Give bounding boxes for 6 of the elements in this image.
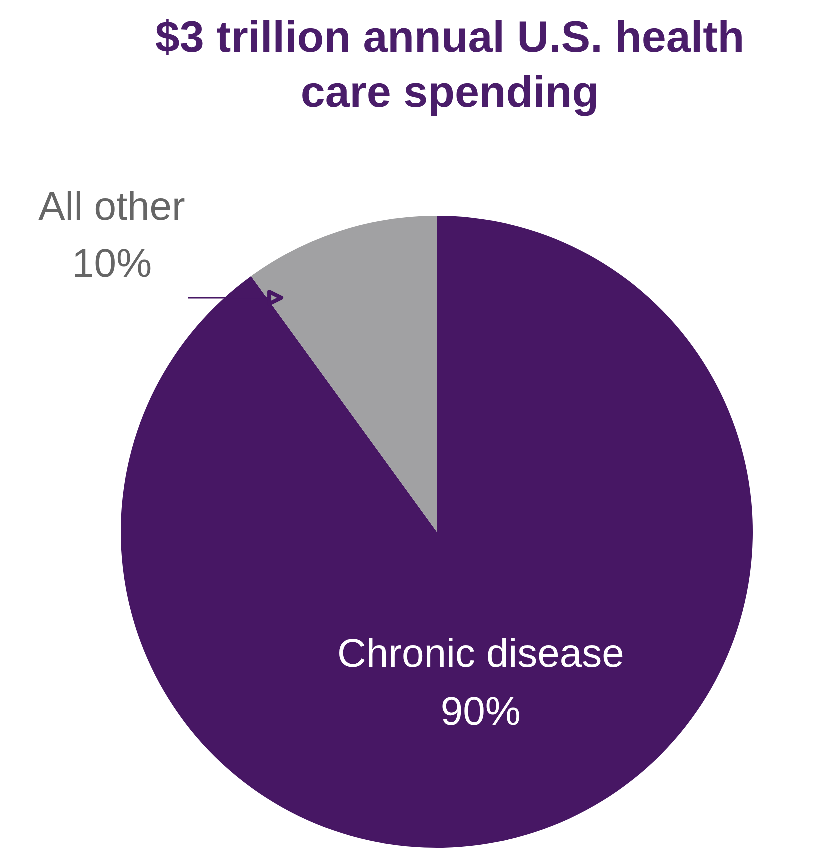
data-label: 10% xyxy=(72,242,152,286)
pie-slice xyxy=(251,216,437,532)
data-label: 90% xyxy=(440,690,521,734)
slice-label: All other xyxy=(38,185,186,229)
chart-title: $3 trillion annual U.S. health care spending xyxy=(155,13,745,117)
slice-label: Chronic disease xyxy=(338,632,624,676)
